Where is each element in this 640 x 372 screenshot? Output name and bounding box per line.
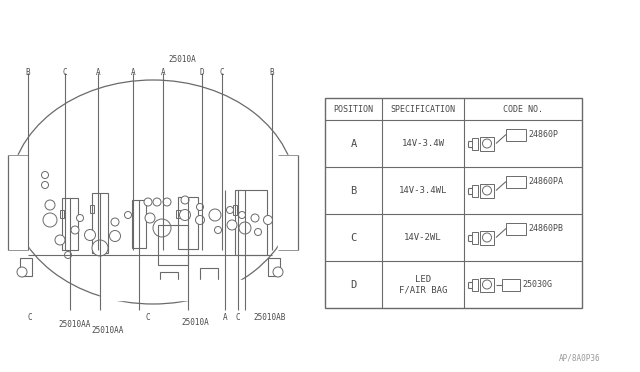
Bar bbox=[60, 210, 64, 218]
Circle shape bbox=[251, 214, 259, 222]
Text: 25010AB: 25010AB bbox=[254, 313, 286, 322]
Circle shape bbox=[264, 215, 273, 224]
Circle shape bbox=[209, 209, 221, 221]
Bar bbox=[158, 225, 188, 265]
Text: SPECIFICATION: SPECIFICATION bbox=[390, 105, 456, 113]
Bar bbox=[176, 210, 180, 218]
Text: 14V-3.4WL: 14V-3.4WL bbox=[399, 186, 447, 195]
Text: B: B bbox=[350, 186, 356, 196]
Text: D: D bbox=[200, 68, 204, 77]
Text: A: A bbox=[161, 68, 165, 77]
Circle shape bbox=[179, 209, 191, 221]
Circle shape bbox=[273, 267, 283, 277]
Bar bbox=[472, 231, 478, 244]
Circle shape bbox=[144, 198, 152, 206]
Text: 24860PA: 24860PA bbox=[528, 177, 563, 186]
Text: C: C bbox=[146, 313, 150, 322]
Bar bbox=[325, 98, 582, 308]
Bar bbox=[480, 183, 494, 198]
Circle shape bbox=[84, 230, 95, 241]
Circle shape bbox=[239, 222, 251, 234]
Text: 25010A: 25010A bbox=[181, 318, 209, 327]
Bar bbox=[506, 222, 526, 234]
Circle shape bbox=[483, 186, 492, 195]
Circle shape bbox=[109, 231, 120, 241]
Bar bbox=[235, 190, 267, 255]
Circle shape bbox=[227, 206, 234, 214]
Text: A: A bbox=[223, 313, 227, 322]
Circle shape bbox=[92, 240, 108, 256]
Bar bbox=[90, 205, 94, 213]
Circle shape bbox=[483, 233, 492, 242]
Bar bbox=[268, 258, 280, 276]
Bar bbox=[480, 137, 494, 151]
Circle shape bbox=[255, 228, 262, 235]
Circle shape bbox=[153, 198, 161, 206]
Bar bbox=[472, 185, 478, 196]
Text: 24860P: 24860P bbox=[528, 130, 558, 139]
Bar bbox=[178, 197, 198, 249]
Circle shape bbox=[227, 220, 237, 230]
Bar bbox=[62, 198, 78, 250]
Text: 25010A: 25010A bbox=[168, 55, 196, 64]
Circle shape bbox=[153, 219, 171, 237]
Circle shape bbox=[239, 212, 246, 218]
Text: POSITION: POSITION bbox=[333, 105, 374, 113]
Text: A: A bbox=[350, 138, 356, 148]
Bar bbox=[160, 272, 178, 297]
Text: C: C bbox=[236, 313, 240, 322]
Text: 25010AA: 25010AA bbox=[59, 320, 91, 329]
Text: B: B bbox=[269, 68, 275, 77]
Bar bbox=[132, 200, 146, 248]
Circle shape bbox=[111, 218, 119, 226]
Circle shape bbox=[214, 227, 221, 234]
Circle shape bbox=[42, 182, 49, 189]
Text: AP/8A0P36: AP/8A0P36 bbox=[559, 353, 601, 362]
Bar bbox=[233, 205, 237, 215]
Text: 14V-2WL: 14V-2WL bbox=[404, 233, 442, 242]
Bar bbox=[502, 279, 520, 291]
Circle shape bbox=[483, 280, 492, 289]
Text: B: B bbox=[26, 68, 30, 77]
Text: LED
F/AIR BAG: LED F/AIR BAG bbox=[399, 275, 447, 294]
Circle shape bbox=[71, 226, 79, 234]
Circle shape bbox=[195, 215, 205, 224]
Bar bbox=[480, 278, 494, 292]
Circle shape bbox=[196, 203, 204, 211]
Text: C: C bbox=[63, 68, 67, 77]
Bar bbox=[506, 176, 526, 187]
Text: A: A bbox=[131, 68, 135, 77]
Bar bbox=[472, 279, 478, 291]
Text: A: A bbox=[96, 68, 100, 77]
Circle shape bbox=[65, 251, 72, 259]
Text: D: D bbox=[350, 279, 356, 289]
Bar bbox=[20, 258, 32, 276]
Bar bbox=[200, 268, 218, 293]
Text: C: C bbox=[350, 232, 356, 243]
Circle shape bbox=[483, 139, 492, 148]
Text: C: C bbox=[220, 68, 224, 77]
Circle shape bbox=[125, 212, 131, 218]
Bar bbox=[480, 231, 494, 244]
Circle shape bbox=[163, 198, 171, 206]
Text: C: C bbox=[28, 313, 32, 322]
Circle shape bbox=[17, 267, 27, 277]
Circle shape bbox=[42, 171, 49, 179]
Bar bbox=[92, 193, 108, 253]
Circle shape bbox=[45, 200, 55, 210]
Text: 14V-3.4W: 14V-3.4W bbox=[401, 139, 445, 148]
Text: 24860PB: 24860PB bbox=[528, 224, 563, 233]
Circle shape bbox=[77, 215, 83, 221]
Circle shape bbox=[181, 196, 189, 204]
Text: CODE NO.: CODE NO. bbox=[503, 105, 543, 113]
Circle shape bbox=[43, 213, 57, 227]
Circle shape bbox=[55, 235, 65, 245]
Bar bbox=[472, 138, 478, 150]
Text: 25010AA: 25010AA bbox=[92, 326, 124, 335]
Bar bbox=[506, 128, 526, 141]
Circle shape bbox=[145, 213, 155, 223]
Text: 25030G: 25030G bbox=[522, 280, 552, 289]
